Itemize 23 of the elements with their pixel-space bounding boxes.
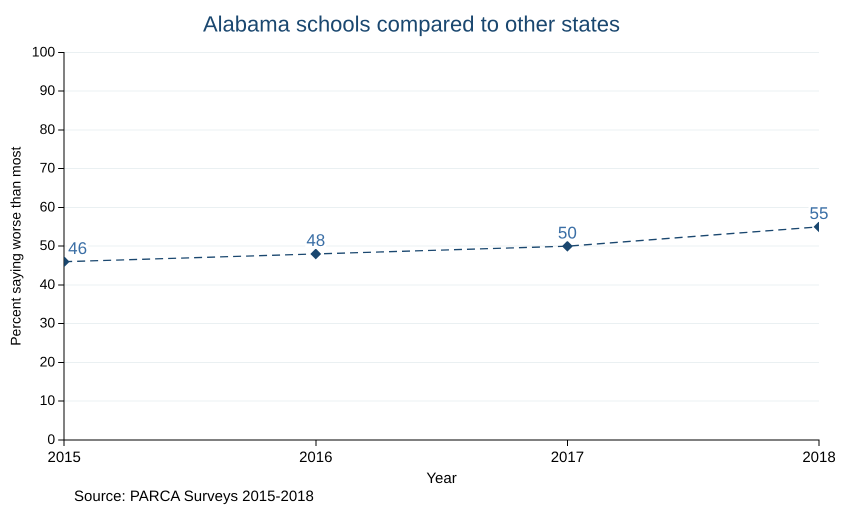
- data-label: 55: [810, 204, 828, 224]
- source-note: Source: PARCA Surveys 2015-2018: [74, 488, 314, 505]
- data-label: 50: [558, 223, 577, 242]
- y-tick-label: 50: [40, 237, 56, 254]
- y-tick-label: 100: [32, 43, 56, 60]
- data-label: 46: [68, 238, 88, 258]
- y-tick-label: 70: [40, 160, 56, 176]
- x-tick-label: 2018: [802, 449, 836, 466]
- x-tick-label: 2016: [299, 449, 332, 466]
- x-axis-title: Year: [426, 470, 457, 488]
- y-tick-label: 60: [40, 198, 56, 214]
- y-tick-label: 10: [40, 392, 56, 408]
- y-tick-label: 80: [40, 120, 56, 137]
- x-tick-label: 2015: [47, 449, 81, 466]
- y-tick-label: 30: [40, 314, 56, 331]
- y-tick-label: 40: [40, 276, 56, 292]
- data-label: 48: [306, 231, 326, 250]
- chart-title: Alabama schools compared to other states: [202, 11, 620, 36]
- y-tick-label: 0: [47, 430, 56, 447]
- y-tick-label: 90: [40, 82, 56, 98]
- y-axis-title: Percent saying worse than most: [7, 146, 24, 346]
- x-tick-label: 2017: [550, 449, 584, 466]
- y-tick-label: 20: [40, 353, 56, 370]
